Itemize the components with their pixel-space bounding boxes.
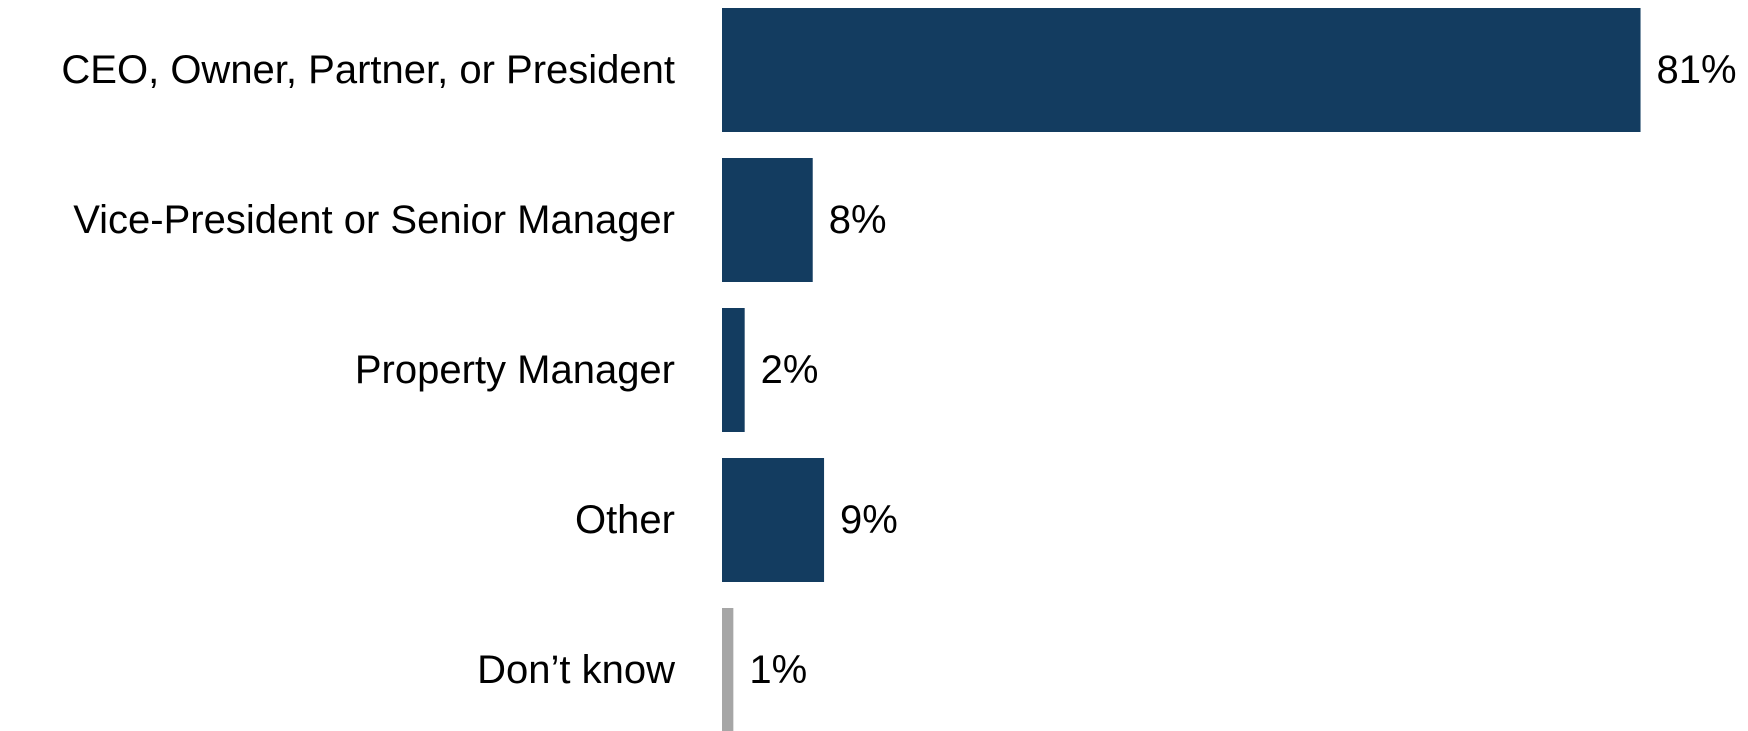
value-label: 1%	[749, 648, 807, 692]
category-label: Vice-President or Senior Manager	[73, 198, 675, 242]
bar	[722, 158, 813, 282]
value-label: 2%	[761, 348, 819, 392]
bar	[722, 608, 734, 731]
bar	[722, 308, 745, 432]
bar	[722, 458, 825, 582]
value-label: 9%	[840, 498, 898, 542]
value-label: 81%	[1657, 48, 1737, 92]
value-label: 8%	[829, 198, 887, 242]
bar	[722, 8, 1641, 132]
category-label: Other	[575, 498, 675, 542]
category-label: CEO, Owner, Partner, or President	[61, 48, 675, 92]
category-label: Property Manager	[355, 348, 675, 392]
category-label: Don’t know	[477, 648, 675, 692]
